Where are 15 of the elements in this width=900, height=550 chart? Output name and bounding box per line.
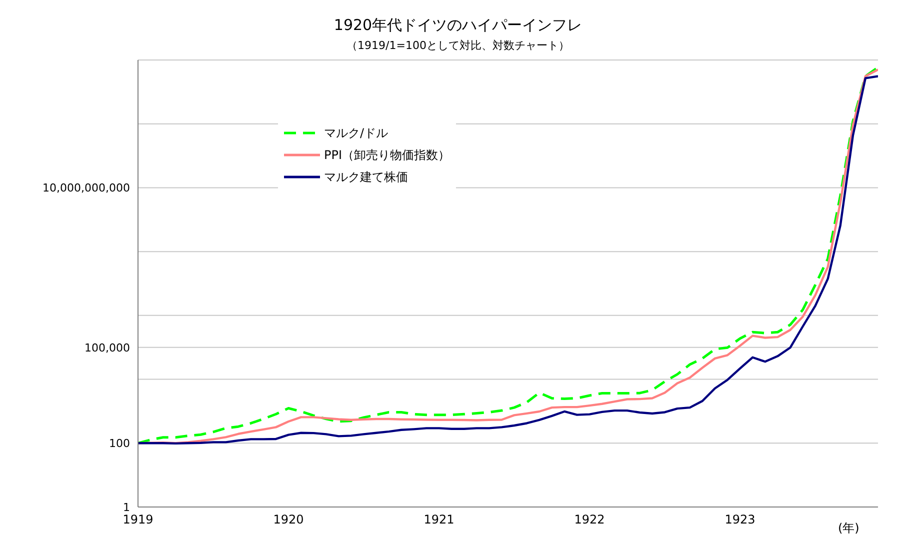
x-tick-label: 1920	[273, 512, 304, 527]
x-tick-label: 1922	[574, 512, 605, 527]
chart-title: 1920年代ドイツのハイパーインフレ	[332, 16, 584, 35]
x-axis-title: (年)	[836, 520, 862, 537]
y-tick-label: 100	[109, 437, 130, 450]
legend-label: マルク建て株価	[324, 169, 408, 186]
x-tick-label: 1923	[724, 512, 756, 527]
y-tick-label: 1	[123, 500, 130, 514]
x-tick-label: 1921	[424, 512, 454, 527]
x-tick-label: 1919	[122, 512, 154, 527]
y-tick-label: 10,000,000,000	[42, 182, 130, 195]
legend-label: PPI（卸売り物価指数）	[324, 147, 450, 164]
y-tick-label: 100,000	[84, 341, 130, 354]
legend-label: マルク/ドル	[324, 125, 388, 142]
chart-subtitle: （1919/1=100として対比、対数チャート）	[346, 38, 570, 53]
